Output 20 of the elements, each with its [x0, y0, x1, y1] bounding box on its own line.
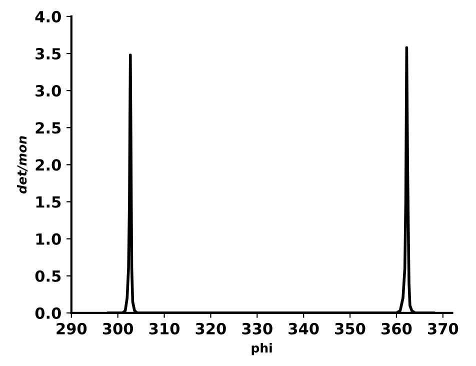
y-tick-label: 4.0 [35, 10, 61, 22]
x-tick-label: 340 [288, 322, 319, 334]
y-tick-label: 3.5 [36, 48, 61, 60]
y-tick-label: 3.0 [36, 85, 61, 97]
y-tick-label: 2.0 [36, 159, 61, 171]
x-tick-label: 310 [149, 322, 180, 334]
y-axis-title: det/mon [16, 136, 28, 194]
y-tick-label: 0.5 [35, 270, 61, 282]
y-tick-label: 2.5 [36, 122, 61, 134]
x-tick-label: 300 [102, 322, 134, 334]
x-tick-label: 350 [335, 322, 366, 334]
x-tick-label: 330 [242, 322, 272, 334]
y-tick-label: 0.0 [35, 307, 61, 319]
y-tick-label: 1.5 [36, 196, 61, 208]
x-tick-label: 370 [428, 322, 458, 334]
x-tick-label: 320 [196, 322, 226, 334]
x-tick-label: 360 [382, 322, 412, 334]
y-tick-label: 1.0 [36, 233, 61, 245]
x-tick-label: 290 [56, 322, 87, 334]
x-axis-title: phi [252, 342, 272, 356]
